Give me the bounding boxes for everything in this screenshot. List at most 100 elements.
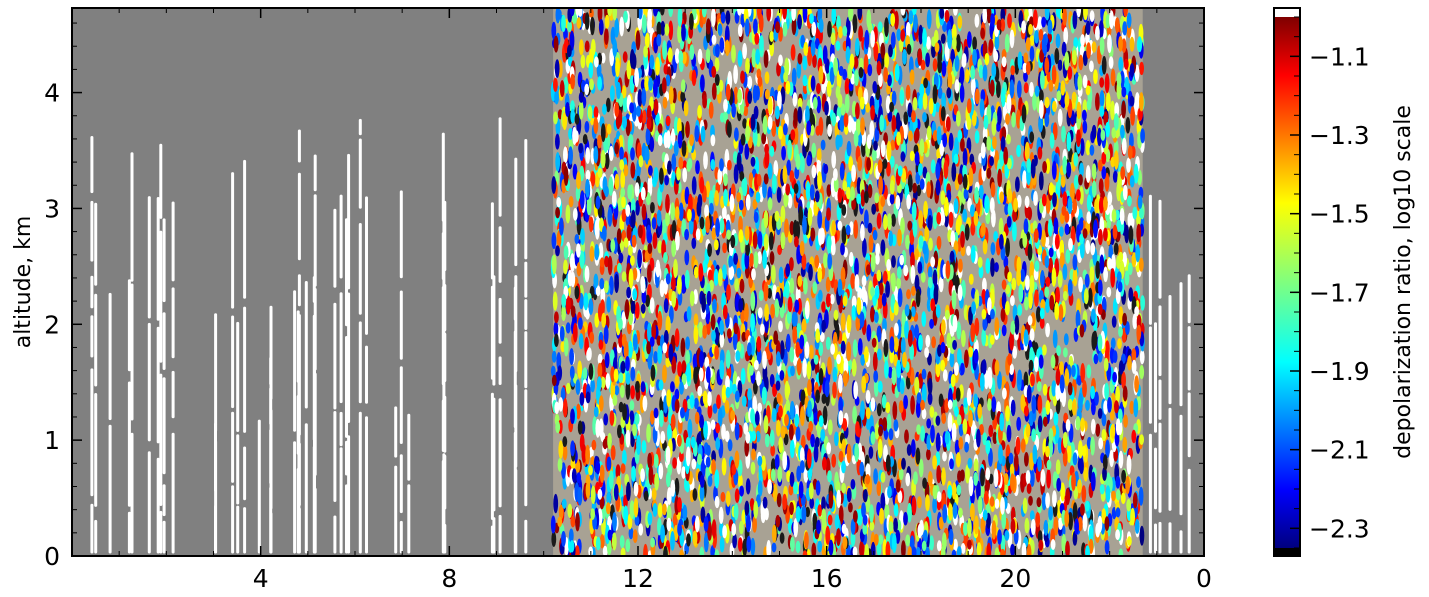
noise-cell [1090, 436, 1095, 456]
noise-cell [977, 256, 983, 268]
noise-cell [932, 269, 938, 288]
noise-cell [919, 138, 925, 157]
noise-cell [733, 503, 739, 521]
noise-cell [954, 362, 959, 376]
noise-cell [699, 484, 705, 502]
noise-cell [1139, 349, 1145, 365]
noise-cell [1102, 466, 1107, 481]
noise-cell [982, 277, 987, 293]
noise-cell [752, 199, 758, 210]
noise-cell [1017, 304, 1023, 316]
noise-cell [812, 54, 817, 68]
noise-cell [1040, 270, 1045, 288]
noise-cell [692, 353, 698, 370]
noise-cell [607, 8, 613, 17]
noise-cell [667, 424, 672, 442]
noise-cell [1089, 10, 1095, 22]
noise-cell [1105, 485, 1111, 503]
noise-cell [870, 306, 875, 323]
noise-cell [724, 400, 730, 414]
noise-cell [638, 523, 644, 536]
noise-cell [677, 8, 683, 27]
noise-cell [783, 192, 789, 208]
noise-cell [594, 312, 600, 328]
noise-cell [983, 490, 989, 505]
noise-cell [563, 76, 569, 94]
noise-cell [793, 518, 799, 538]
noise-cell [878, 534, 884, 545]
noise-cell [563, 146, 568, 164]
noise-cell [637, 249, 642, 269]
noise-cell [1023, 70, 1028, 83]
noise-cell [1001, 324, 1007, 337]
noise-cell [695, 160, 700, 175]
noise-cell [878, 72, 883, 87]
noise-cell [683, 100, 689, 117]
noise-cell [737, 24, 743, 37]
noise-cell [884, 360, 889, 379]
noise-cell [619, 535, 625, 549]
noise-cell [1101, 412, 1107, 427]
noise-cell [562, 444, 568, 461]
noise-cell [678, 50, 684, 64]
noise-cell [996, 80, 1001, 99]
noise-cell [674, 477, 680, 496]
noise-cell [983, 114, 989, 130]
noise-cell [570, 408, 575, 425]
noise-cell [958, 437, 964, 450]
noise-cell [882, 270, 888, 285]
noise-cell [1012, 209, 1017, 222]
noise-cell [623, 505, 629, 526]
noise-cell [973, 210, 979, 227]
noise-cell [997, 106, 1002, 126]
noise-cell [817, 504, 823, 517]
noise-cell [813, 409, 819, 426]
noise-cell [766, 540, 772, 556]
noise-cell [791, 16, 797, 36]
noise-cell [685, 336, 690, 350]
noise-cell [671, 153, 677, 172]
noise-cell [621, 208, 627, 222]
noise-cell [1103, 266, 1108, 283]
noise-cell [821, 301, 826, 313]
noise-cell [929, 406, 935, 418]
noise-cell [1029, 469, 1035, 488]
noise-cell [992, 431, 998, 444]
noise-cell [785, 333, 791, 353]
noise-cell [1097, 408, 1103, 419]
noise-cell [598, 19, 604, 36]
noise-cell [604, 280, 609, 294]
noise-cell [559, 326, 565, 342]
noise-cell [1005, 405, 1010, 422]
noise-cell [993, 50, 999, 63]
noise-cell [1066, 443, 1072, 463]
noise-cell [649, 136, 655, 152]
noise-cell [851, 305, 857, 321]
noise-cell [870, 397, 876, 412]
noise-cell [770, 468, 776, 482]
noise-cell [782, 451, 788, 471]
noise-cell [888, 44, 893, 58]
noise-cell [1028, 495, 1033, 506]
noise-cell [650, 364, 656, 382]
noise-cell [926, 36, 931, 50]
noise-cell [775, 514, 781, 528]
noise-cell [1061, 125, 1066, 143]
noise-cell [678, 202, 684, 222]
noise-cell [1076, 129, 1081, 147]
noise-cell [1108, 56, 1114, 69]
noise-cell [900, 8, 906, 16]
noise-cell [625, 538, 631, 553]
noise-cell [826, 235, 832, 255]
noise-cell [714, 190, 719, 207]
noise-cell [960, 543, 966, 554]
noise-cell [582, 367, 588, 380]
noise-cell [787, 193, 793, 209]
noise-cell [662, 503, 667, 516]
noise-cell [842, 493, 848, 508]
noise-cell [733, 64, 738, 85]
noise-cell [923, 529, 928, 544]
noise-cell [1089, 60, 1094, 73]
noise-cell [909, 69, 915, 85]
